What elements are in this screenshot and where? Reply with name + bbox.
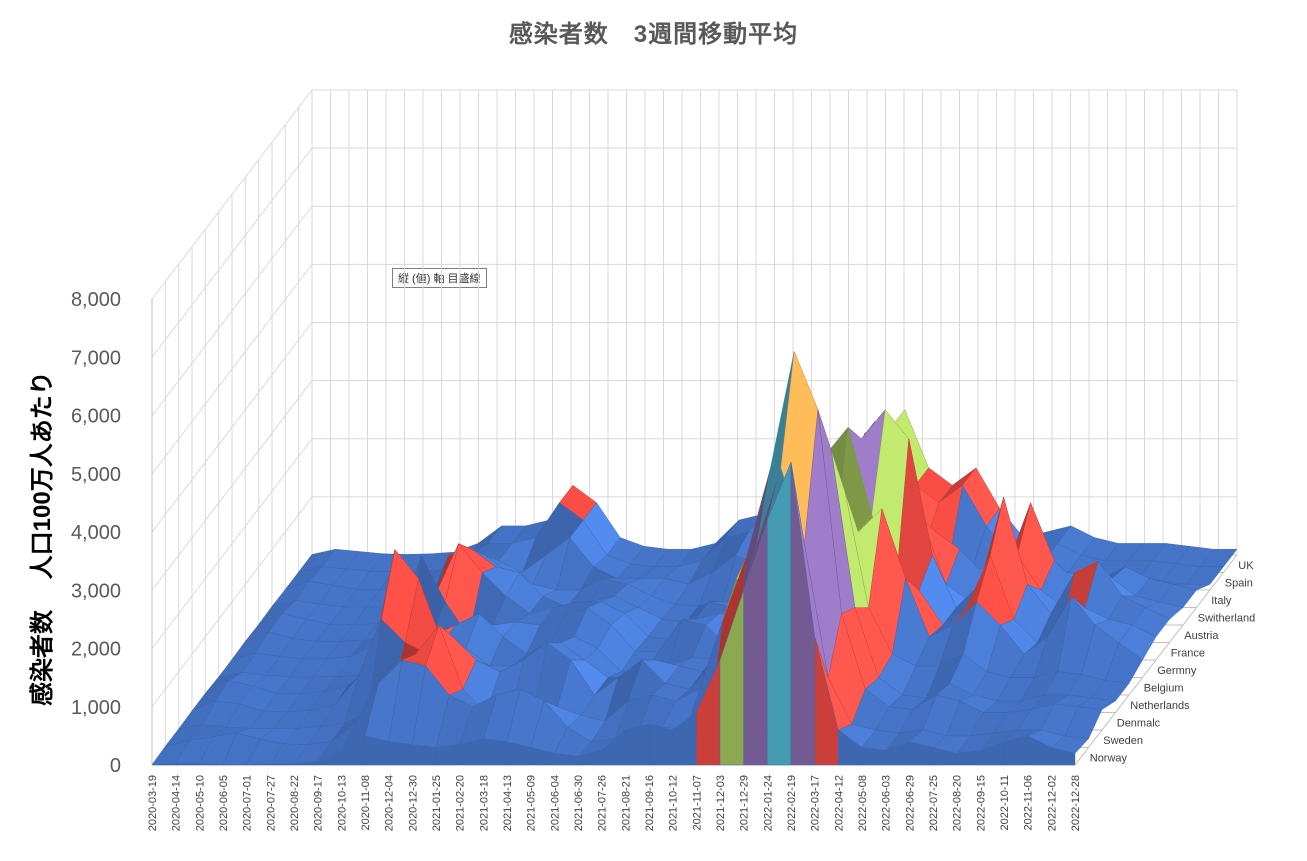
surface-front-edge [483, 738, 508, 766]
x-tick-label: 2021-02-20 [455, 775, 467, 831]
x-tick-label: 2020-04-14 [171, 775, 183, 831]
x-tick-label: 2020-12-30 [407, 775, 419, 831]
series-label: France [1171, 647, 1205, 659]
surface-front-edge [648, 723, 673, 766]
surface-front-edge [388, 741, 413, 766]
series-label: Italy [1211, 595, 1232, 607]
y-tick-label: 3,000 [71, 580, 121, 602]
series-label: UK [1238, 560, 1254, 572]
x-tick-label: 2020-06-05 [218, 775, 230, 831]
series-label: Austria [1184, 630, 1219, 642]
y-tick-label: 2,000 [71, 639, 121, 661]
x-tick-label: 2022-01-24 [762, 775, 774, 831]
y-tick-label: 6,000 [71, 406, 121, 428]
x-tick-label: 2021-08-21 [620, 775, 632, 831]
gridline-tooltip: 縦 (値) 軸 目盛線 [392, 268, 487, 288]
chart-walls [151, 89, 1238, 766]
x-tick-label: 2022-03-17 [810, 775, 822, 831]
x-tick-label: 2022-06-03 [881, 775, 893, 831]
surface-front-edge [1051, 747, 1076, 766]
y-axis: 0 1,000 2,000 3,000 4,000 5,000 6,000 7,000 8,00… [71, 289, 153, 777]
x-tick-label: 2020-05-10 [194, 775, 206, 831]
y-tick-label: 4,000 [71, 522, 121, 544]
x-tick-label: 2020-11-08 [360, 775, 372, 830]
surface-front-edge [861, 747, 886, 766]
x-tick-label: 2022-12-28 [1070, 775, 1082, 831]
x-tick-label: 2020-12-04 [384, 775, 396, 831]
x-tick-label: 2022-10-11 [999, 775, 1011, 830]
x-tick-label: 2021-12-03 [715, 775, 727, 831]
x-tick-label: 2020-07-01 [242, 775, 254, 831]
x-tick-label: 2022-11-06 [1023, 775, 1035, 830]
y-tick-label: 7,000 [71, 347, 121, 369]
x-tick-label: 2022-09-15 [975, 775, 987, 831]
y-tick-label: 8,000 [71, 289, 121, 311]
x-tick-label: 2022-08-20 [952, 775, 964, 831]
series-label: Norway [1090, 752, 1128, 764]
surface-front-edge [412, 744, 437, 766]
surface-plot [151, 351, 1238, 766]
series-label: Switherland [1198, 612, 1255, 624]
x-tick-label: 2020-10-13 [336, 775, 348, 831]
series-label: Germny [1157, 665, 1197, 677]
x-tick-label: 2021-11-07 [691, 775, 703, 830]
x-tick-label: 2022-04-12 [833, 775, 845, 831]
x-tick-label: 2022-02-19 [786, 775, 798, 831]
x-tick-label: 2022-07-25 [928, 775, 940, 831]
x-tick-label: 2021-06-30 [573, 775, 585, 831]
series-label: Denmalc [1117, 717, 1161, 729]
x-tick-label: 2022-06-29 [904, 775, 916, 831]
surface-front-edge [246, 764, 271, 766]
surface-front-edge [175, 763, 200, 766]
x-tick-label: 2021-09-16 [644, 775, 656, 831]
y-tick-label: 1,000 [71, 697, 121, 719]
x-tick-label: 2021-05-09 [526, 775, 538, 831]
x-tick-label: 2020-08-22 [289, 775, 301, 831]
x-tick-label: 2020-07-27 [265, 775, 277, 831]
series-label: Belgium [1144, 682, 1184, 694]
x-tick-label: 2022-05-08 [857, 775, 869, 831]
x-tick-label: 2022-12-02 [1046, 775, 1058, 831]
surface-front-edge [435, 744, 460, 766]
x-tick-label: 2021-10-12 [668, 775, 680, 831]
x-tick-label: 2021-04-13 [502, 775, 514, 831]
surface-front-edge [625, 723, 650, 766]
x-axis: 2020-03-19 2020-04-14 2020-05-10 2020-06-05… [147, 775, 1082, 831]
x-tick-label: 2021-01-25 [431, 775, 443, 831]
series-label: Spain [1225, 577, 1253, 589]
x-tick-label: 2020-09-17 [313, 775, 325, 831]
series-axis: Norway Sweden Denmalc Netherlands Belgium Ger… [1090, 560, 1255, 765]
x-tick-label: 2021-07-26 [597, 775, 609, 831]
x-tick-label: 2021-03-18 [478, 775, 490, 831]
series-label: Netherlands [1130, 700, 1190, 712]
y-tick-label: 5,000 [71, 464, 121, 486]
x-tick-label: 2021-12-29 [739, 775, 751, 831]
floor-gridline [1074, 554, 1238, 766]
x-tick-label: 2020-03-19 [147, 775, 159, 831]
surface-row-norway [151, 461, 1089, 766]
x-tick-label: 2021-06-04 [549, 775, 561, 831]
series-label: Sweden [1103, 735, 1143, 747]
y-tick-label: 0 [110, 755, 121, 777]
chart-title: 感染者数 3週間移動平均 [508, 21, 799, 48]
